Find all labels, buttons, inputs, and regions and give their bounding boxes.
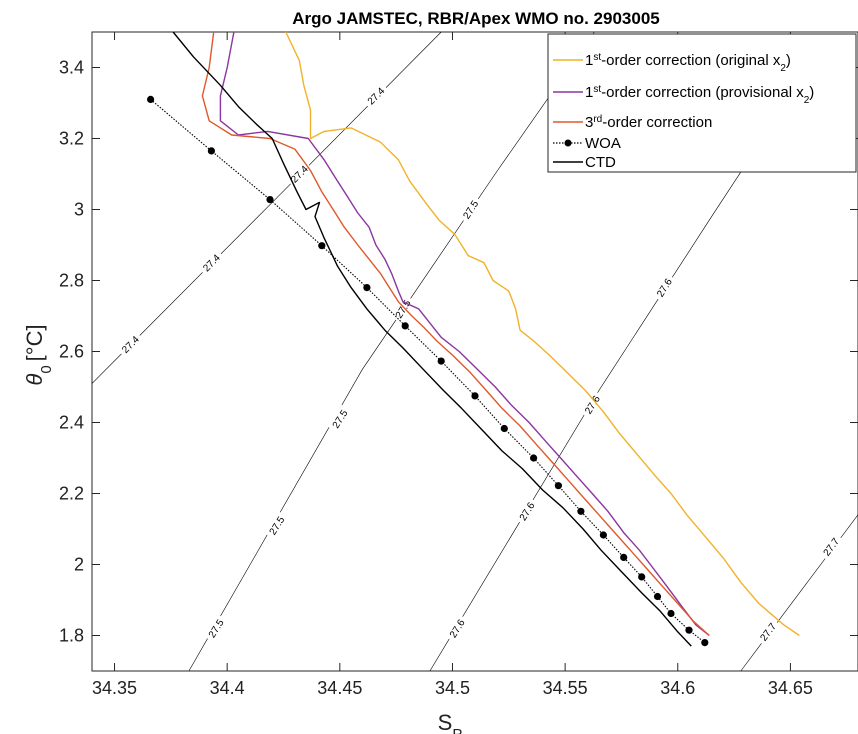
woa-point-8 [500,424,508,433]
woa-point-2 [266,196,274,204]
x-tick-label: 34.55 [543,678,588,698]
woa-point-9 [530,454,538,462]
svg-text:θ0[°C]: θ0 [°C] [22,324,55,385]
legend-text-2-post: ) [809,84,814,101]
legend-entry-4: WOA [553,135,621,152]
contour-label-bg [116,330,144,358]
y-tick-label: 2.4 [59,413,84,433]
chart-title: Argo JAMSTEC, RBR/Apex WMO no. 2903005 [292,9,659,28]
y-tick-label: 1.8 [59,626,84,646]
legend-marker-4 [564,139,572,147]
woa-point-4 [363,284,371,292]
y-tick-label: 2.6 [59,342,84,362]
legend-text-3-sup: rd [593,114,602,125]
woa-point-1 [207,147,215,155]
legend-text-2-sup: st [593,84,601,95]
x-tick-label: 34.6 [660,678,695,698]
svg-text:1st-order correction (original: 1st-order correction (original x2) [585,52,791,74]
woa-point-11 [577,507,585,515]
x-tick-label: 34.5 [435,678,470,698]
y-axis-label-theta: θ [22,374,47,386]
y-tick-label: 3 [74,200,84,220]
woa-point-0 [147,95,155,103]
x-axis-label: SP [438,710,463,734]
y-axis-label-sub: 0 [38,365,55,373]
woa-point-5 [401,322,409,330]
woa-point-18 [701,639,709,647]
y-tick-label: 3.2 [59,129,84,149]
x-tick-label: 34.65 [768,678,813,698]
legend-text-2-pre: 1 [585,84,593,101]
contour-label-bg [203,614,228,643]
woa-point-17 [685,626,693,634]
woa-point-7 [471,392,479,400]
series-layer [147,31,800,647]
y-tick-label: 2.8 [59,271,84,291]
contour-label-bg [264,511,289,540]
contour-label-bg [580,390,605,419]
x-axis-label-main: S [438,710,453,734]
series-line-1st-order-correction-provisional-x2 [219,31,710,637]
y-tick-label: 2 [74,555,84,575]
y-axis-label-unit: [°C] [22,324,47,361]
legend-text-3-mid: -order correction [602,114,712,131]
contour-label-bg [514,497,539,526]
legend-text-1-post: ) [786,52,791,69]
x-tick-label: 34.35 [92,678,137,698]
contour-label-bg [755,617,781,646]
woa-point-12 [599,531,608,539]
contour-label-bg [458,195,483,224]
woa-point-3 [318,242,326,250]
x-tick-label: 34.45 [317,678,362,698]
woa-point-10 [554,482,563,490]
woa-point-14 [638,573,646,581]
x-tick-label: 34.4 [210,678,245,698]
legend: 1st-order correction (original x2) 1st-o… [547,33,857,173]
contour-label-bg [362,82,390,110]
svg-text:1st-order correction (provisio: 1st-order correction (provisional x2) [585,84,814,106]
series-line-ctd [172,31,692,647]
svg-text:3rd-order correction: 3rd-order correction [585,114,712,132]
legend-text-2-mid: -order correction (provisional x [601,84,804,101]
contour-label-bg [445,614,469,643]
contour-label-bg [285,160,313,188]
contour-label-bg [818,532,844,561]
contour-label-bg [652,273,677,302]
legend-entry-1: 1st-order correction (original x2) [553,52,791,74]
series-line-1st-order-correction-original-x2 [285,31,800,637]
y-tick-label: 2.2 [59,484,84,504]
legend-text-4: WOA [585,135,621,152]
legend-text-5: CTD [585,154,616,171]
woa-point-6 [437,357,445,365]
y-tick-label: 3.4 [59,58,84,78]
legend-box [547,33,857,173]
legend-entry-5: CTD [553,154,616,171]
woa-point-13 [620,553,628,562]
legend-text-1-mid: -order correction (original x [601,52,781,69]
woa-point-16 [667,609,675,618]
legend-entry-3: 3rd-order correction [553,114,712,132]
contour-label-bg [390,294,415,324]
legend-entry-2: 1st-order correction (provisional x2) [553,84,814,106]
woa-point-15 [653,592,662,601]
series-line-3rd-order-correction [201,31,710,637]
legend-text-2-sub: 2 [804,95,810,106]
svg-text:SP: SP [438,710,463,734]
legend-text-3-pre: 3 [585,114,593,131]
x-axis-label-sub: P [452,726,462,734]
contour-label-bg [327,404,352,434]
contour-label-bg [197,249,225,277]
legend-text-1-sub: 2 [780,63,786,74]
legend-text-1-sup: st [593,52,601,63]
legend-text-1-pre: 1 [585,52,593,69]
y-axis-label: θ0 [°C] [22,324,55,385]
